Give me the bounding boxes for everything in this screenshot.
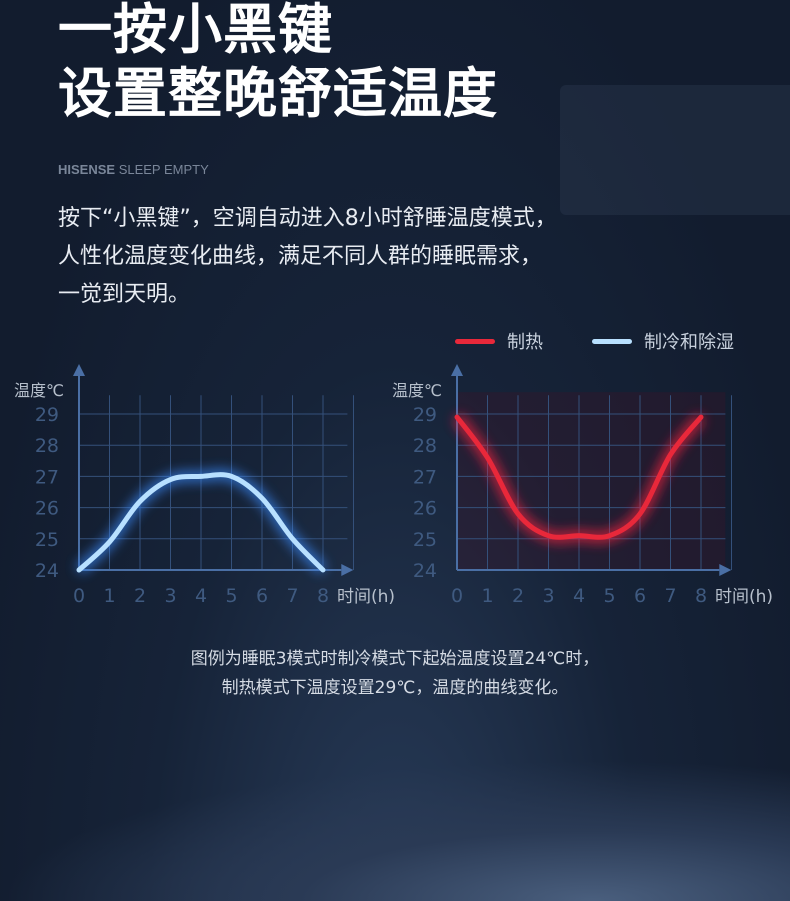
y-tick-label: 28 [413,435,437,457]
x-axis-label: 时间(h) [715,587,773,607]
y-axis-arrow [451,364,463,376]
y-axis-label: 温度℃ [392,381,442,400]
x-tick-label: 1 [103,585,115,607]
legend-cooling: 制冷和除湿 [592,328,734,354]
y-tick-label: 25 [413,529,437,551]
y-tick-label: 27 [413,466,437,488]
x-tick-label: 7 [286,585,298,607]
x-tick-label: 1 [481,585,493,607]
y-axis-arrow [73,364,85,376]
y-tick-label: 26 [413,498,437,520]
legend-heating: 制热 [455,328,543,354]
description: 按下“小黑键”，空调自动进入8小时舒睡温度模式， 人性化温度变化曲线，满足不同人群… [58,206,557,307]
y-tick-label: 28 [35,435,59,457]
y-axis-label: 温度℃ [14,381,64,400]
headline-line2: 设置整晚舒适温度 [58,62,498,125]
y-tick-label: 29 [35,404,59,426]
x-tick-label: 6 [634,585,646,607]
y-tick-label: 29 [413,404,437,426]
background-ac-unit [560,85,790,215]
x-tick-label: 2 [134,585,146,607]
y-tick-label: 25 [35,529,59,551]
cooling-chart: 24 25 26 27 28 29 0 1 2 3 4 5 6 7 8 温度℃ 时间(h) [14,364,395,607]
x-tick-label: 6 [256,585,268,607]
x-tick-label: 3 [542,585,554,607]
x-tick-label: 4 [195,585,207,607]
x-tick-label: 5 [603,585,615,607]
y-tick-label: 24 [35,560,59,582]
x-axis-arrow [719,564,732,576]
x-tick-label: 4 [573,585,585,607]
headline-line1: 一按小黑键 [58,0,333,61]
series-line [76,472,326,573]
x-tick-label: 8 [317,585,329,607]
x-tick-label: 2 [512,585,524,607]
x-tick-label: 0 [451,585,463,607]
y-tick-label: 26 [35,498,59,520]
sleeping-person-image [0,760,790,901]
x-tick-label: 8 [695,585,707,607]
brand-tagline: HISENSE SLEEP EMPTY [58,162,209,177]
y-tick-label: 27 [35,466,59,488]
heating-chart: 24 25 26 27 28 29 0 1 2 3 4 5 6 7 8 温度℃ 时间(h) [392,364,773,607]
y-tick-label: 24 [413,560,437,582]
x-axis-arrow [341,564,354,576]
x-tick-label: 7 [664,585,676,607]
x-tick-label: 5 [225,585,237,607]
x-tick-label: 3 [164,585,176,607]
series-line [454,414,704,540]
footnote: 图例为睡眠3模式时制冷模式下起始温度设置24℃时， 制热模式下温度设置29℃，温度… [190,649,600,698]
x-tick-label: 0 [73,585,85,607]
x-axis-label: 时间(h) [337,587,395,607]
